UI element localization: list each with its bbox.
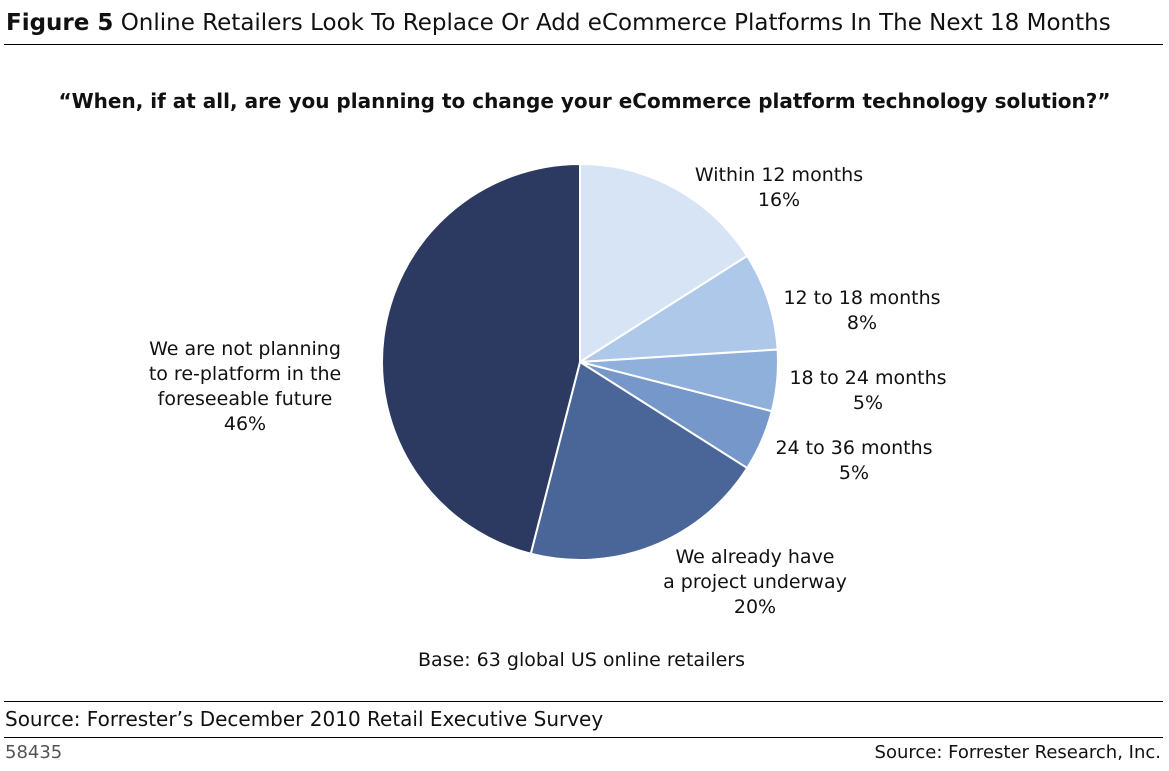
slice-label: We already have a project underway 20% bbox=[605, 545, 905, 620]
slice-label: 18 to 24 months 5% bbox=[718, 366, 1018, 416]
pie-slice bbox=[381, 162, 581, 555]
slice-label-name: 24 to 36 months bbox=[775, 437, 933, 459]
source-note: Source: Forrester’s December 2010 Retail… bbox=[5, 707, 604, 731]
slice-label-name: We already have a project underway bbox=[663, 546, 847, 593]
pie-slice bbox=[579, 162, 749, 364]
figure-title: Online Retailers Look To Replace Or Add … bbox=[120, 10, 1111, 36]
pie-slice bbox=[529, 360, 749, 561]
slice-label-name: Within 12 months bbox=[694, 164, 864, 186]
slice-label-name: 18 to 24 months bbox=[789, 367, 947, 389]
slice-label: 24 to 36 months 5% bbox=[704, 436, 1004, 486]
figure-number: Figure 5 bbox=[6, 10, 114, 36]
slice-label: 12 to 18 months 8% bbox=[712, 286, 1012, 336]
slice-label: Within 12 months 16% bbox=[629, 163, 929, 213]
slice-label-value: 8% bbox=[846, 312, 878, 334]
footer-id: 58435 bbox=[5, 742, 63, 763]
footer-source: Source: Forrester Research, Inc. bbox=[874, 742, 1161, 763]
slice-label-name: 12 to 18 months bbox=[783, 287, 941, 309]
slice-label-value: 16% bbox=[757, 189, 801, 211]
footer-rule bbox=[4, 737, 1163, 738]
slice-label-value: 5% bbox=[852, 392, 884, 414]
source-rule bbox=[4, 701, 1163, 702]
slice-label-name: We are not planning to re-platform in th… bbox=[148, 338, 342, 410]
pie-slice bbox=[579, 254, 779, 363]
slice-label: We are not planning to re-platform in th… bbox=[95, 337, 395, 437]
header-rule bbox=[4, 44, 1163, 45]
slice-label-value: 5% bbox=[838, 462, 870, 484]
slice-label-value: 46% bbox=[223, 413, 267, 435]
slice-label-value: 20% bbox=[733, 596, 777, 618]
chart-title: “When, if at all, are you planning to ch… bbox=[58, 89, 1111, 113]
figure-header: Figure 5 Online Retailers Look To Replac… bbox=[6, 8, 1156, 38]
base-note: Base: 63 global US online retailers bbox=[417, 649, 746, 671]
